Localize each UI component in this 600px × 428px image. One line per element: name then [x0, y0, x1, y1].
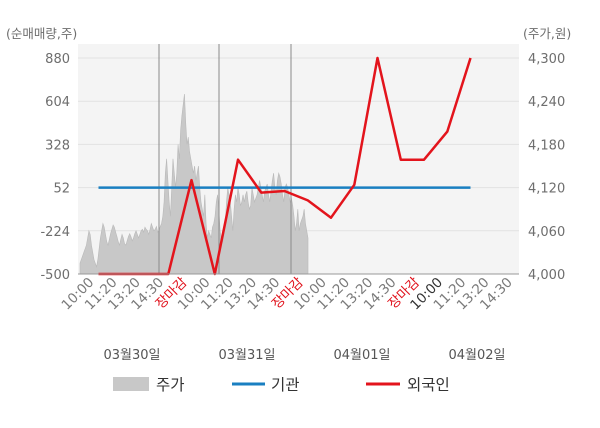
left-tick-label: 328	[45, 138, 70, 153]
x-axis-ticks: 10:0011:2013:2014:30장마감10:0011:2013:2014…	[59, 275, 516, 314]
right-tick-label: 4,240	[528, 95, 565, 110]
day-labels: 03월30일 03월31일 04월01일 04월02일	[103, 348, 505, 363]
left-tick-label: 52	[53, 182, 70, 197]
price-area	[79, 93, 309, 275]
legend-foreign-label: 외국인	[407, 376, 450, 394]
day-label: 03월31일	[218, 348, 275, 363]
price-area-series	[79, 93, 309, 275]
day-label: 04월02일	[448, 348, 505, 363]
legend-institution-label: 기관	[271, 376, 300, 394]
day-label: 04월01일	[333, 348, 390, 363]
left-axis-unit: (순매매량,주)	[6, 26, 77, 41]
day-label: 03월30일	[103, 348, 160, 363]
left-tick-label: 604	[45, 95, 70, 110]
right-tick-label: 4,060	[528, 225, 565, 240]
left-tick-label: 880	[45, 52, 70, 67]
left-tick-label: -224	[40, 225, 70, 240]
left-axis-ticks: 880 604 328 52 -224 -500	[40, 52, 70, 283]
legend-price-swatch	[113, 377, 149, 391]
day-dividers	[158, 44, 292, 274]
right-tick-label: 4,000	[528, 268, 565, 283]
left-tick-label: -500	[40, 268, 70, 283]
right-tick-label: 4,180	[528, 138, 565, 153]
right-tick-label: 4,120	[528, 182, 565, 197]
legend: 주가 기관 외국인	[113, 376, 450, 394]
right-axis-unit: (주가,원)	[523, 26, 571, 41]
right-tick-label: 4,300	[528, 52, 565, 67]
right-axis-ticks: 4,300 4,240 4,180 4,120 4,060 4,000	[528, 52, 565, 283]
legend-price-label: 주가	[156, 376, 185, 394]
